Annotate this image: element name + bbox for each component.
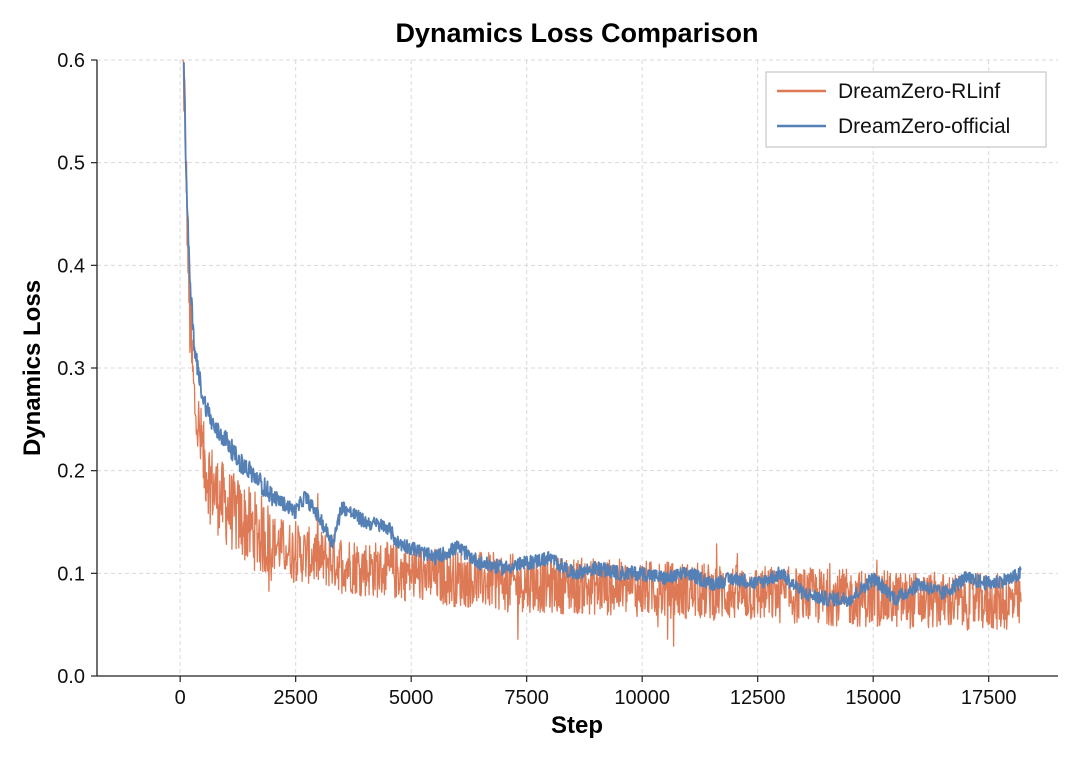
x-tick-label: 12500: [730, 687, 786, 709]
x-tick-label: 10000: [614, 687, 670, 709]
y-tick-label: 0.2: [57, 461, 85, 483]
y-tick-label: 0.6: [57, 50, 85, 72]
x-tick-label: 17500: [961, 687, 1017, 709]
y-axis-title: Dynamics Loss: [19, 280, 46, 456]
x-tick-label: 7500: [504, 687, 549, 709]
series-line-dreamzero-official: [183, 62, 1022, 608]
legend: DreamZero-RLinf DreamZero-official: [765, 71, 1047, 148]
x-tick-label: 2500: [273, 687, 318, 709]
tick-marks: 0 2500 5000 7500 10000 12500 15000 17500 0.0 0.1 0…: [57, 50, 1016, 709]
legend-label-dreamzero-rlinf: DreamZero-RLinf: [838, 80, 1000, 103]
chart-title: Dynamics Loss Comparison: [395, 18, 758, 48]
y-tick-label: 0.0: [57, 666, 85, 688]
x-tick-label: 5000: [389, 687, 434, 709]
series-lines: [182, 59, 1022, 647]
x-axis-title: Step: [551, 712, 603, 739]
legend-box: [765, 71, 1047, 148]
x-tick-label: 0: [175, 687, 186, 709]
legend-label-dreamzero-official: DreamZero-official: [838, 115, 1010, 138]
x-tick-label: 15000: [845, 687, 901, 709]
series-line-dreamzero-rlinf: [182, 59, 1022, 647]
y-tick-label: 0.1: [57, 563, 85, 585]
y-tick-label: 0.5: [57, 153, 85, 175]
y-tick-label: 0.4: [57, 255, 85, 277]
y-tick-label: 0.3: [57, 358, 85, 380]
